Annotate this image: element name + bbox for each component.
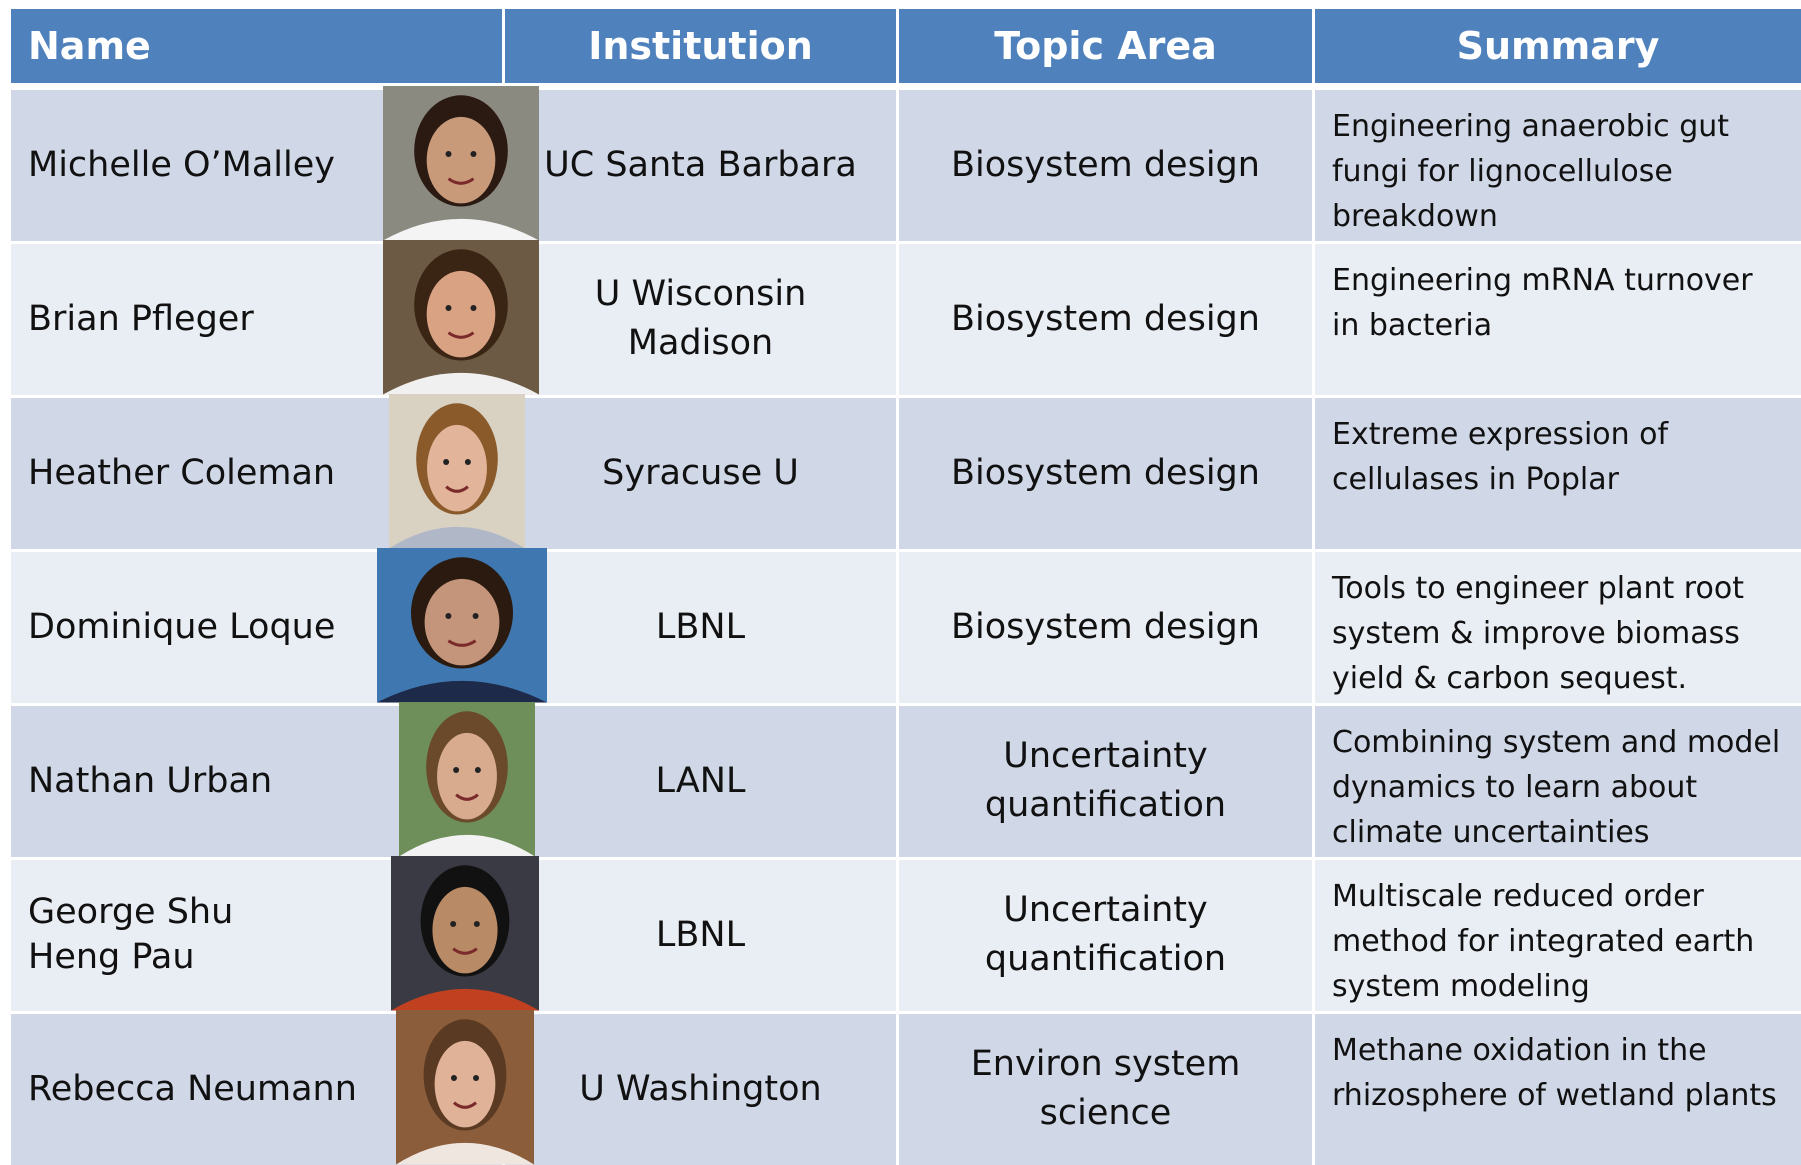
institution-cell: U Washington [505,1014,896,1165]
topic-cell: Biosystem design [899,552,1312,703]
photo [377,548,547,703]
topic-cell: Environ system science [899,1014,1312,1165]
header-cell: Institution [505,9,896,83]
summary-cell: Multiscale reduced order method for inte… [1315,860,1801,1011]
header-cell: Name [11,9,502,83]
topic-cell: Biosystem design [899,244,1312,395]
summary-cell: Combining system and model dynamics to l… [1315,706,1801,857]
institution-cell: Syracuse U [505,398,896,549]
photo [399,702,535,857]
table: Name Institution Topic Area Summary Michelle… [11,9,1801,1165]
topic-cell: Uncertainty quantification [899,860,1312,1011]
summary-cell: Extreme expression of cellulases in Popl… [1315,398,1801,549]
topic-cell: Uncertainty quantification [899,706,1312,857]
photo [383,86,539,241]
header-cell: Topic Area [899,9,1312,83]
summary-cell: Methane oxidation in the rhizosphere of … [1315,1014,1801,1165]
institution-cell: LANL [505,706,896,857]
topic-cell: Biosystem design [899,398,1312,549]
photo [391,856,539,1011]
summary-cell: Engineering mRNA turnover in bacteria [1315,244,1801,395]
summary-cell: Engineering anaerobic gut fungi for lign… [1315,90,1801,241]
institution-cell: LBNL [505,860,896,1011]
summary-cell: Tools to engineer plant root system & im… [1315,552,1801,703]
topic-cell: Biosystem design [899,90,1312,241]
institution-cell: LBNL [505,552,896,703]
institution-cell: UC Santa Barbara [505,90,896,241]
header-cell: Summary [1315,9,1801,83]
institution-cell: U Wisconsin Madison [505,244,896,395]
photo [396,1010,534,1165]
photo [383,240,539,395]
photo [389,394,525,549]
